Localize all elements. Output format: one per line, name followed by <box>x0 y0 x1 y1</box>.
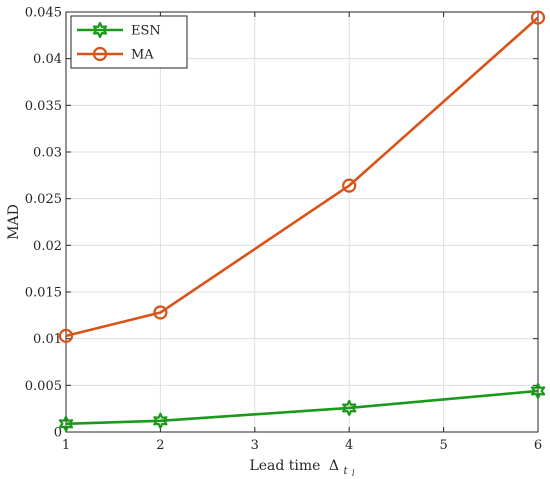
y-tick-label: 0 <box>54 426 62 441</box>
x-tick-label: 5 <box>439 438 447 453</box>
esn-marker <box>342 399 357 417</box>
legend-item-esn: ESN <box>77 21 161 39</box>
esn-marker <box>92 21 108 39</box>
ma-marker <box>58 328 74 343</box>
ma-marker <box>153 305 168 320</box>
y-tick-label: 0.01 <box>33 332 62 347</box>
ma-marker <box>530 10 546 25</box>
legend-item-ma: MA <box>77 46 154 63</box>
x-tick-label: 2 <box>156 438 164 453</box>
y-tick-label: 0.015 <box>25 286 62 301</box>
x-tick-label: 3 <box>251 438 259 453</box>
x-tick-label: 6 <box>534 438 542 453</box>
y-axis-label: MAD <box>6 204 22 240</box>
legend-box <box>70 15 188 69</box>
x-axis-label-text: Lead time <box>249 458 320 474</box>
ma-marker <box>342 178 357 193</box>
x-axis-label-symbol: Δ <box>329 458 339 474</box>
x-axis-label: Lead time Δ t l <box>249 458 355 478</box>
esn-marker <box>530 382 546 400</box>
legend-label-ma: MA <box>131 48 154 63</box>
esn-marker <box>153 412 168 429</box>
y-tick-label: 0.045 <box>25 6 62 21</box>
y-tick-label: 0.03 <box>33 146 62 161</box>
series-esn <box>58 382 546 432</box>
y-tick-label: 0.04 <box>33 52 62 67</box>
series-layer <box>58 10 546 432</box>
y-axis: 0 0.005 0.01 0.015 0.02 0.025 0.03 0.035 0.04 0.0… <box>25 6 538 441</box>
legend-label-esn: ESN <box>131 24 161 39</box>
plot-frame <box>65 11 539 433</box>
y-tick-label: 0.02 <box>33 239 62 254</box>
x-axis-label-subsubscript: l <box>352 469 355 478</box>
ma-marker <box>92 46 108 62</box>
x-tick-label: 1 <box>62 438 70 453</box>
legend: ESN MA <box>70 15 188 69</box>
esn-marker <box>58 415 74 432</box>
y-tick-label: 0.005 <box>25 379 62 394</box>
y-tick-label: 0.025 <box>25 192 62 207</box>
series-line-esn <box>65 389 539 426</box>
series-line-ma <box>65 16 539 338</box>
x-axis-label-subscript: t <box>344 466 349 477</box>
series-ma <box>58 10 546 343</box>
y-tick-label: 0.035 <box>25 99 62 114</box>
x-tick-label: 4 <box>345 438 353 453</box>
